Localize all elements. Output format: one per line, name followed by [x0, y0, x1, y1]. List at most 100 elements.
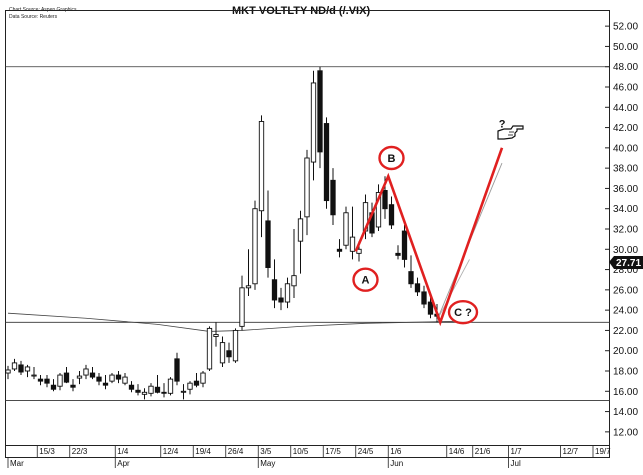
candle: [102, 375, 109, 390]
candle: [226, 342, 232, 363]
candle-body-up: [232, 329, 239, 362]
candle: [375, 184, 382, 232]
candle-body-down: [44, 378, 50, 384]
candle-body-up: [200, 372, 206, 384]
price-tick-label: 34.00: [613, 204, 638, 215]
candle-body-up: [258, 121, 265, 212]
price-tick-label: 28.00: [613, 265, 638, 276]
last-price-flag: 27.71: [609, 256, 643, 269]
candle: [167, 377, 174, 396]
candle-body-down: [174, 358, 180, 382]
candle-body-up: [24, 366, 31, 372]
candle-body-down: [408, 271, 414, 285]
candle-body-down: [265, 220, 271, 268]
candle-body-up: [213, 334, 219, 337]
candle: [109, 373, 115, 384]
wave-point-circle: [378, 145, 405, 171]
candle-body-up: [141, 391, 148, 395]
candle: [5, 365, 11, 380]
data-source-line: Data Source: Reuters: [9, 14, 58, 20]
candle: [343, 206, 349, 250]
candle: [161, 383, 167, 398]
projection-line: [436, 259, 470, 321]
month-label: Mar: [10, 459, 24, 468]
candle-body-up: [83, 368, 89, 376]
date-tick-label: 26/4: [228, 447, 244, 456]
candle: [187, 381, 193, 395]
candle: [96, 373, 102, 386]
candle: [122, 373, 128, 386]
wave-point-label: C ?: [454, 307, 472, 319]
candle: [239, 275, 245, 331]
candle-body-down: [89, 372, 96, 378]
candle-body-up: [109, 374, 115, 382]
price-tick-label: 32.00: [613, 225, 638, 236]
candle: [330, 168, 336, 225]
candle-body-down: [63, 372, 70, 383]
candle: [57, 373, 63, 391]
candle: [297, 210, 304, 274]
price-tick-label: 52.00: [613, 22, 638, 33]
candle-body-down: [427, 301, 434, 315]
price-tick-label: 48.00: [613, 62, 638, 73]
plot-frame: [5, 10, 610, 458]
date-tick-label: 12/4: [163, 447, 179, 456]
month-label: May: [260, 459, 275, 468]
candle: [271, 259, 278, 309]
candle: [245, 249, 252, 296]
candle-body-down: [115, 374, 122, 380]
candle: [174, 352, 180, 386]
candle: [414, 277, 421, 296]
date-tick-label: 3/5: [260, 447, 272, 456]
candle: [63, 366, 70, 384]
wave-point-circle: [352, 267, 379, 292]
candle-body-up: [206, 327, 213, 370]
candle: [310, 70, 317, 181]
candle: [219, 336, 226, 367]
candle-body-up: [187, 382, 193, 390]
candle-body-up: [31, 374, 37, 377]
price-tick-label: 20.00: [613, 346, 638, 357]
wave-point-circle: [447, 299, 479, 325]
date-tick-label: 15/3: [39, 447, 55, 456]
candle-body-up: [375, 192, 382, 228]
candle-body-down: [323, 123, 330, 202]
candlesticks: [5, 66, 440, 400]
date-tick-label: 17/5: [325, 447, 341, 456]
month-label: Jul: [511, 459, 521, 468]
candle-body-up: [291, 275, 297, 287]
candle-body-down: [330, 179, 336, 216]
candle-body-up: [304, 157, 310, 218]
candle-body-up: [167, 378, 174, 394]
date-tick-label: 19/4: [195, 447, 211, 456]
candle: [141, 388, 148, 400]
candle-body-down: [128, 384, 135, 390]
candle: [18, 360, 24, 376]
candle-body-down: [271, 279, 278, 301]
abc-annotations: A B C ??: [352, 119, 506, 327]
wave-point-label: A: [362, 275, 370, 287]
candle-body-down: [226, 350, 232, 358]
candle: [317, 66, 323, 169]
candle: [180, 384, 187, 400]
date-tick-label: 10/5: [293, 447, 309, 456]
price-tick-label: 12.00: [613, 427, 638, 438]
candle-body-down: [278, 297, 284, 303]
price-tick-label: 42.00: [613, 123, 638, 134]
candle: [304, 149, 310, 236]
candle: [421, 285, 427, 309]
candle: [24, 364, 31, 378]
candle-body-up: [122, 376, 128, 384]
candle: [89, 366, 96, 380]
candle: [258, 115, 265, 238]
price-tick-label: 26.00: [613, 285, 638, 296]
price-tick-label: 30.00: [613, 245, 638, 256]
price-tick-label: 36.00: [613, 184, 638, 195]
price-tick-label: 38.00: [613, 164, 638, 175]
month-label: Jun: [390, 459, 403, 468]
candle-body-up: [5, 369, 11, 374]
date-tick-label: 21/6: [475, 447, 491, 456]
candle-body-up: [239, 287, 245, 327]
price-tick-label: 22.00: [613, 326, 638, 337]
